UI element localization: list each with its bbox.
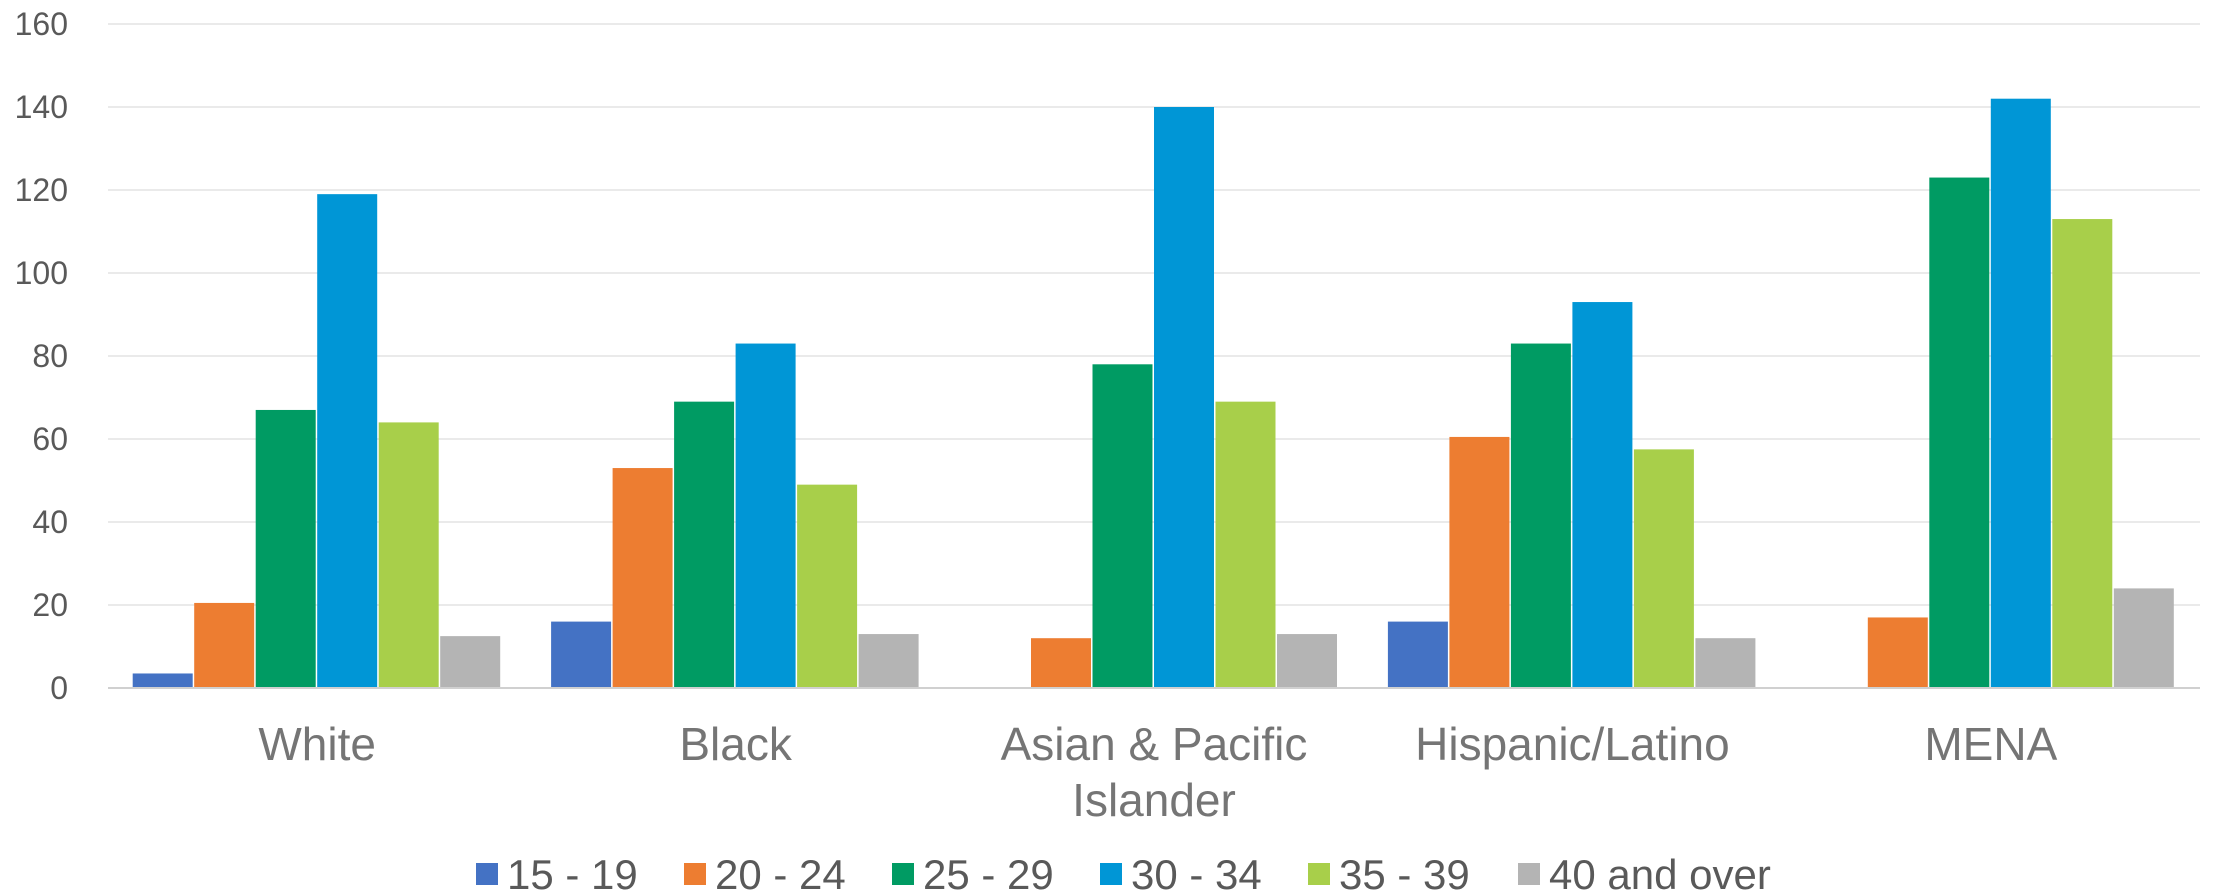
bar — [1387, 621, 1448, 688]
category-label-line: MENA — [1924, 718, 2057, 770]
category-label-line: Hispanic/Latino — [1415, 718, 1730, 770]
bar — [255, 409, 316, 688]
category-label-line: Asian & Pacific — [1001, 718, 1308, 770]
bar — [1633, 449, 1694, 688]
bar — [317, 194, 378, 688]
bar — [1929, 177, 1990, 689]
y-axis-ticks: 0 20 40 60 80 100 120 140 160 — [15, 6, 68, 706]
legend-label: 15 - 19 — [507, 851, 638, 894]
bar — [194, 602, 255, 688]
y-tick-label: 100 — [15, 255, 68, 291]
bar — [1695, 638, 1756, 688]
bar — [1215, 401, 1276, 688]
legend-item: 25 - 29 — [892, 851, 1054, 894]
legend-item: 35 - 39 — [1308, 851, 1470, 894]
bar — [1449, 436, 1510, 688]
bar — [132, 673, 193, 688]
bar — [1572, 302, 1633, 688]
legend-item: 40 and over — [1518, 851, 1771, 894]
legend-item: 20 - 24 — [684, 851, 846, 894]
y-tick-label: 60 — [32, 421, 68, 457]
y-tick-label: 120 — [15, 172, 68, 208]
legend-item: 15 - 19 — [476, 851, 638, 894]
y-tick-label: 0 — [50, 670, 68, 706]
bar — [797, 484, 858, 688]
series-35---39 — [378, 219, 2113, 689]
bar — [1867, 617, 1928, 688]
bar — [735, 343, 796, 688]
category-label: Hispanic/Latino — [1415, 718, 1730, 770]
bar — [378, 422, 439, 688]
series-20---24 — [194, 436, 1928, 688]
bar — [1154, 107, 1214, 688]
bar — [2113, 588, 2174, 688]
legend-label: 40 and over — [1549, 851, 1771, 894]
legend-swatch — [476, 863, 498, 885]
category-label: Black — [679, 718, 792, 770]
legend-label: 25 - 29 — [923, 851, 1054, 894]
bar — [551, 621, 612, 688]
category-label: White — [258, 718, 376, 770]
series-15---19 — [132, 621, 1448, 688]
bar — [1092, 364, 1153, 688]
category-label-line: White — [258, 718, 376, 770]
bar — [2052, 219, 2113, 689]
series-25---29 — [255, 177, 1990, 689]
y-tick-label: 40 — [32, 504, 68, 540]
bar — [858, 634, 919, 688]
legend-item: 30 - 34 — [1100, 851, 1262, 894]
series-40-and-over — [440, 588, 2174, 688]
bar — [1990, 98, 2051, 688]
bar — [674, 401, 735, 688]
bar — [1031, 638, 1091, 688]
bars — [132, 98, 2174, 689]
y-tick-label: 140 — [15, 89, 68, 125]
y-tick-label: 80 — [32, 338, 68, 374]
bar — [440, 636, 501, 688]
category-label-line: Islander — [1072, 774, 1236, 826]
legend-label: 35 - 39 — [1339, 851, 1470, 894]
legend-swatch — [684, 863, 706, 885]
legend: 15 - 19 20 - 24 25 - 29 30 - 34 35 - 39 40 an… — [476, 851, 1771, 894]
bar — [1510, 343, 1571, 688]
legend-swatch — [892, 863, 914, 885]
legend-label: 20 - 24 — [715, 851, 846, 894]
legend-swatch — [1100, 863, 1122, 885]
y-tick-label: 160 — [15, 6, 68, 42]
series-30---34 — [317, 98, 2051, 688]
category-label: MENA — [1924, 718, 2057, 770]
legend-swatch — [1308, 863, 1330, 885]
category-label: Asian & Pacific Islander — [1001, 718, 1308, 826]
category-labels: White Black Asian & Pacific Islander Hispani… — [258, 718, 2057, 826]
legend-label: 30 - 34 — [1131, 851, 1262, 894]
y-tick-label: 20 — [32, 587, 68, 623]
bar — [612, 468, 673, 688]
legend-swatch — [1518, 863, 1540, 885]
category-label-line: Black — [679, 718, 792, 770]
bar — [1277, 634, 1337, 688]
